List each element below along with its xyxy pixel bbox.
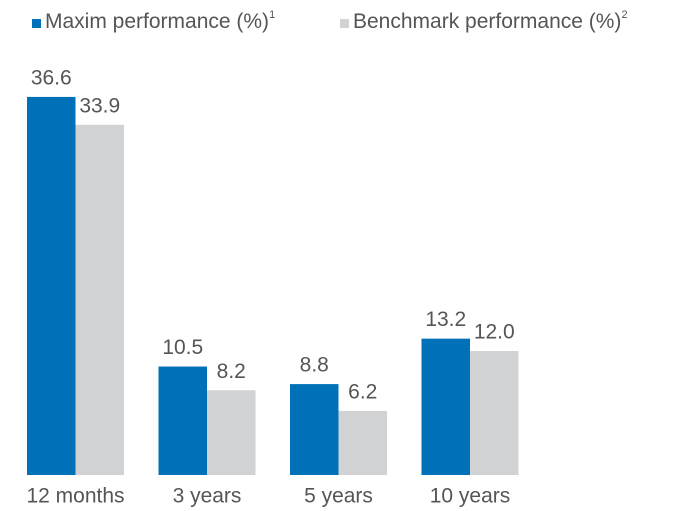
legend-name: Maxim performance (%) [45, 10, 269, 33]
x-tick-label: 5 years [304, 485, 373, 508]
bar [290, 384, 339, 475]
x-tick-label: 3 years [173, 485, 242, 508]
bar [470, 351, 519, 475]
legend-label: Maxim performance (%)1 [45, 9, 275, 33]
value-label: 13.2 [425, 308, 466, 331]
value-label: 10.5 [162, 336, 203, 359]
bar [207, 390, 256, 475]
value-label: 12.0 [474, 321, 515, 344]
legend-footnote: 2 [621, 9, 627, 21]
bar [158, 366, 207, 475]
legend-swatch [340, 19, 349, 28]
value-label: 6.2 [348, 381, 377, 404]
bar [421, 338, 470, 475]
value-label: 8.8 [300, 354, 329, 377]
legend-label: Benchmark performance (%)2 [353, 9, 628, 33]
legend-name: Benchmark performance (%) [353, 10, 621, 33]
legend-footnote: 1 [269, 9, 275, 21]
x-tick-label: 10 years [430, 485, 511, 508]
bar [75, 124, 124, 476]
legend-swatch [32, 19, 41, 28]
x-tick-label: 12 months [26, 485, 124, 508]
value-label: 33.9 [79, 94, 120, 117]
value-label: 8.2 [217, 360, 246, 383]
value-label: 36.6 [31, 66, 72, 89]
bar [27, 96, 76, 475]
bar [338, 410, 387, 475]
